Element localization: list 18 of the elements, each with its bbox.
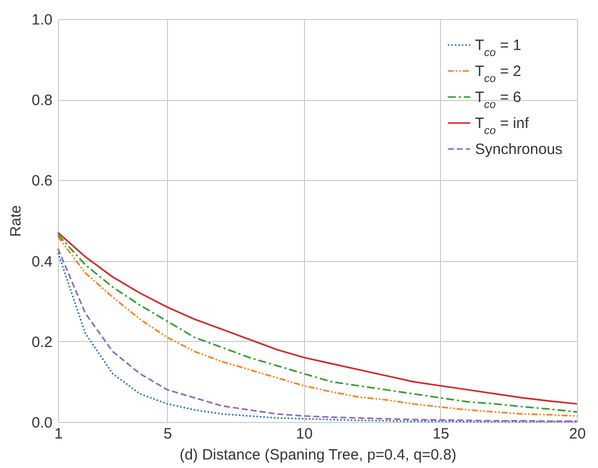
y-tick-label: 0.8 [32,92,52,110]
y-tick-label: 0.0 [32,414,52,432]
legend-label: Synchronous [475,141,563,158]
x-tick-label: 20 [569,426,586,442]
legend-label: T$_{co}$ = 6 [475,89,522,111]
x-tick-label: 10 [296,426,313,442]
x-axis-title: (d) Distance (Spaning Tree, p=0.4, q=0.8) [180,446,456,464]
legend-label: T$_{co}$ = inf [475,115,530,137]
y-tick-label: 0.2 [32,334,52,351]
y-axis-title: Rate [8,205,25,237]
x-tick-label: 1 [54,426,63,442]
y-tick-label: 1.0 [32,12,52,28]
x-tick-label: 15 [432,426,450,442]
y-tick-label: 0.6 [32,172,52,190]
y-tick-label: 0.4 [32,253,52,270]
legend-label: T$_{co}$ = 2 [475,63,522,85]
x-tick-label: 5 [164,426,172,442]
legend-label: T$_{co}$ = 1 [475,37,522,59]
